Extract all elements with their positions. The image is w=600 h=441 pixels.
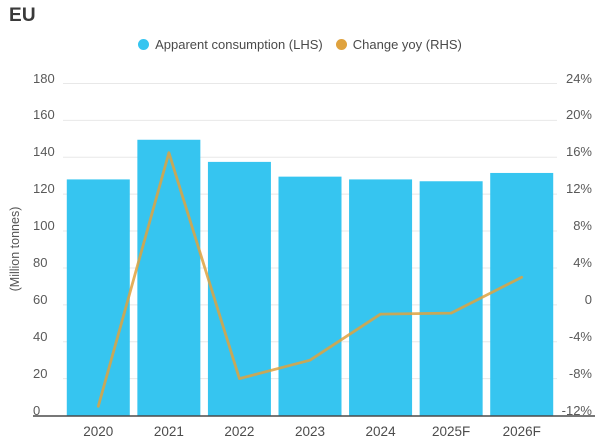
legend-item-apparent-consumption-lhs[interactable]: Apparent consumption (LHS) [138, 37, 323, 52]
bar-2026F [490, 172, 554, 417]
legend-label-yoy: Change yoy (RHS) [352, 37, 462, 52]
legend-item-change-yoy-rhs[interactable]: Change yoy (RHS) [335, 37, 462, 52]
bar-2025F [419, 181, 483, 417]
legend-marker-consumption-icon [138, 39, 150, 50]
bar-2021 [137, 139, 201, 417]
legend-marker-yoy-icon [335, 39, 347, 50]
change-yoy-line [96, 151, 524, 408]
bar-2020 [66, 179, 130, 417]
chart-title: EU [9, 5, 36, 26]
bar-2024 [349, 179, 413, 417]
legend-label-consumption: Apparent consumption (LHS) [155, 37, 323, 52]
bar-2023 [278, 176, 342, 417]
chart-legend: Apparent consumption (LHS) Change yoy (R… [0, 37, 600, 52]
